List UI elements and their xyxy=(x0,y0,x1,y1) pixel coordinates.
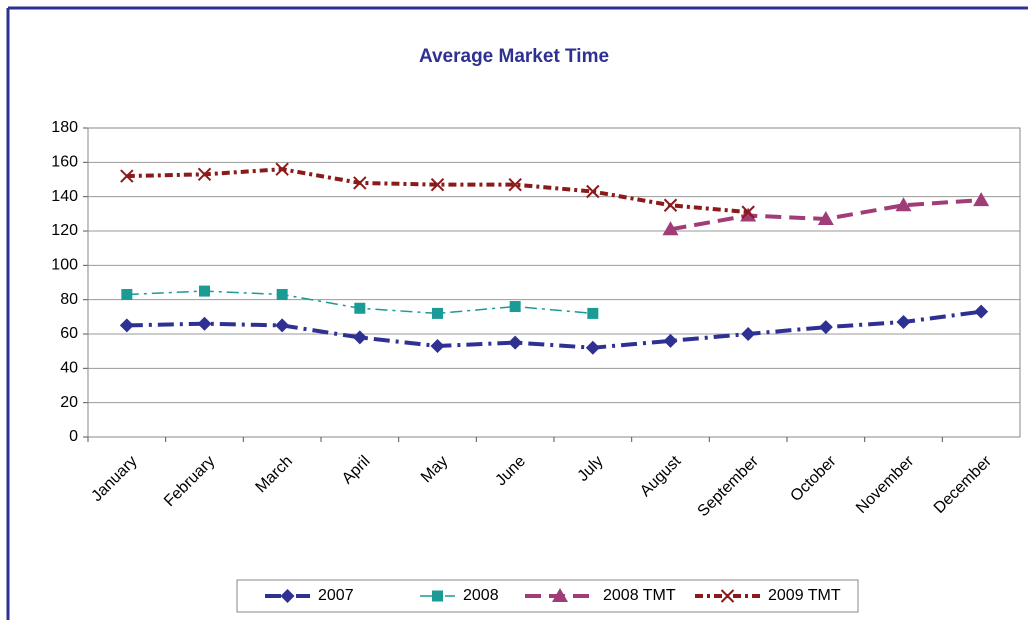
marker xyxy=(120,169,134,183)
marker xyxy=(199,285,210,297)
y-tick-label: 120 xyxy=(51,222,78,239)
marker xyxy=(973,192,990,207)
marker xyxy=(586,184,600,199)
chart-title: Average Market Time xyxy=(419,46,609,67)
x-tick-label: December xyxy=(931,452,996,517)
x-tick-label: April xyxy=(339,453,374,488)
legend-label: 2007 xyxy=(318,587,354,604)
legend-label: 2008 TMT xyxy=(603,587,676,604)
marker xyxy=(430,339,445,354)
x-tick-label: August xyxy=(637,452,685,500)
legend-marker xyxy=(720,589,735,603)
y-tick-label: 160 xyxy=(51,154,78,171)
y-tick-label: 140 xyxy=(51,188,78,205)
y-tick-label: 20 xyxy=(60,394,78,411)
marker xyxy=(741,205,755,219)
marker xyxy=(817,210,834,225)
marker xyxy=(353,176,367,190)
marker xyxy=(354,302,366,314)
x-tick-label: October xyxy=(787,452,840,505)
x-tick-label: May xyxy=(418,453,451,486)
x-tick-label: June xyxy=(492,453,529,490)
marker xyxy=(197,316,212,331)
marker xyxy=(352,330,367,345)
marker xyxy=(663,198,678,212)
marker xyxy=(663,333,678,348)
y-tick-label: 100 xyxy=(51,257,78,274)
x-tick-label: November xyxy=(853,452,918,517)
x-tick-label: September xyxy=(695,452,763,520)
legend-label: 2008 xyxy=(463,587,499,604)
marker xyxy=(275,318,290,333)
y-tick-label: 0 xyxy=(69,428,78,445)
series-line xyxy=(126,167,749,215)
series-line xyxy=(126,309,982,350)
marker xyxy=(119,318,134,333)
y-tick-label: 80 xyxy=(60,291,78,308)
legend-marker xyxy=(432,590,443,602)
x-tick-label: March xyxy=(253,453,296,496)
marker xyxy=(585,340,600,355)
marker xyxy=(587,307,599,319)
marker xyxy=(121,289,133,301)
legend-marker xyxy=(280,589,295,603)
marker xyxy=(432,307,443,319)
marker xyxy=(895,197,912,212)
marker xyxy=(896,314,911,329)
marker xyxy=(741,327,756,341)
marker xyxy=(276,289,288,301)
marker xyxy=(974,304,989,319)
legend-label: 2009 TMT xyxy=(768,587,841,604)
marker xyxy=(662,221,679,236)
x-tick-label: February xyxy=(161,453,218,510)
marker xyxy=(197,167,212,182)
marker xyxy=(740,207,757,222)
marker xyxy=(508,335,523,350)
marker xyxy=(509,301,521,313)
y-tick-label: 180 xyxy=(51,119,78,136)
y-tick-label: 40 xyxy=(60,360,78,377)
marker xyxy=(508,177,522,192)
marker xyxy=(430,177,445,192)
x-tick-label: July xyxy=(575,453,607,485)
marker xyxy=(818,320,833,335)
marker xyxy=(275,162,289,176)
legend-marker xyxy=(552,588,568,602)
y-tick-label: 60 xyxy=(60,325,78,342)
x-tick-label: January xyxy=(88,453,140,505)
